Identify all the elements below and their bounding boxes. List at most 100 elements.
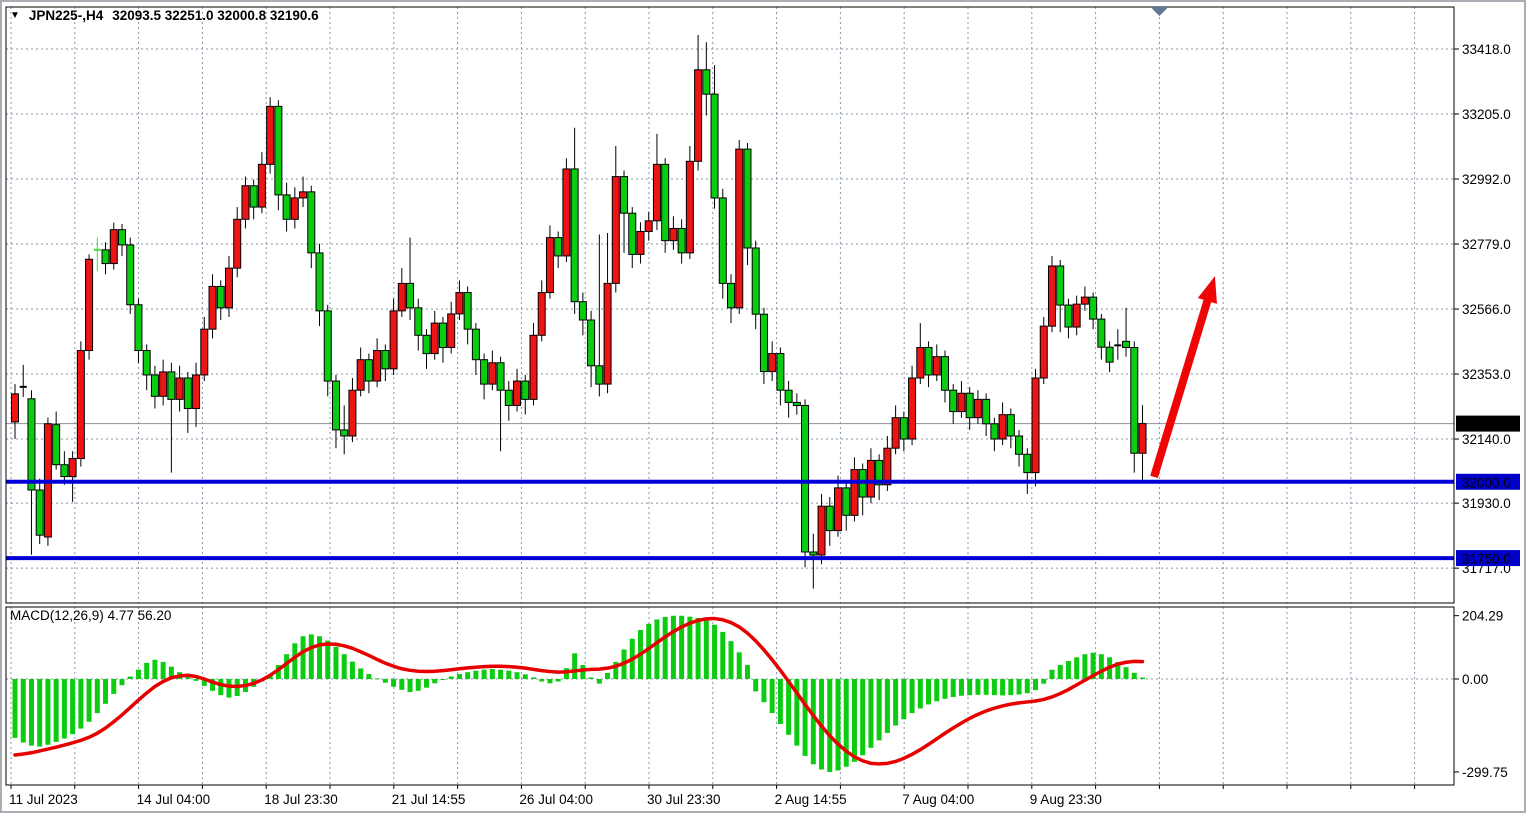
candle xyxy=(858,463,867,516)
candle xyxy=(35,478,44,545)
candle xyxy=(224,255,233,317)
candle xyxy=(1114,329,1122,360)
macd-histogram-bar xyxy=(522,674,528,679)
candle xyxy=(644,211,653,241)
candle xyxy=(257,152,266,214)
macd-histogram-bar xyxy=(1065,661,1071,679)
candle xyxy=(389,298,398,375)
candle xyxy=(93,237,101,272)
macd-histogram-bar xyxy=(736,652,742,679)
candle xyxy=(710,65,719,209)
candle xyxy=(101,242,110,275)
macd-histogram-bar xyxy=(218,679,224,696)
candle xyxy=(521,374,530,415)
time-axis-label: 26 Jul 04:00 xyxy=(519,792,593,807)
macd-histogram-bar xyxy=(1049,669,1055,679)
macd-histogram-bar xyxy=(374,678,380,680)
macd-histogram-bar xyxy=(654,619,660,679)
candle xyxy=(315,243,324,327)
macd-histogram-bar xyxy=(712,624,718,679)
symbol-dropdown-icon[interactable]: ▼ xyxy=(10,10,20,21)
macd-histogram-bar xyxy=(506,670,512,679)
macd-histogram-bar xyxy=(580,665,586,679)
level-price-badge xyxy=(1456,473,1520,490)
candle xyxy=(603,233,612,394)
level-price-badge xyxy=(1456,550,1520,567)
price-axis[interactable]: 33418.0 33205.0 32992.0 32779.0 32566.0 32353… xyxy=(1454,42,1520,780)
candle xyxy=(562,158,571,263)
time-axis-label: 2 Aug 14:55 xyxy=(775,792,847,807)
candle xyxy=(702,42,711,116)
macd-histogram-bar xyxy=(308,634,314,679)
macd-histogram-bar xyxy=(94,679,100,714)
time-axis[interactable]: 11 Jul 2023 14 Jul 04:00 18 Jul 23:30 21 Ju… xyxy=(9,785,1416,807)
candle xyxy=(282,182,291,232)
macd-histogram-bar xyxy=(160,661,166,679)
candle xyxy=(52,411,61,470)
up-arrow-annotation[interactable] xyxy=(1150,276,1217,479)
macd-indicator xyxy=(12,615,1146,772)
candle xyxy=(595,234,604,397)
macd-histogram-bar xyxy=(983,679,989,695)
macd-histogram-bar xyxy=(448,676,454,679)
candle xyxy=(743,143,752,266)
candle xyxy=(159,359,168,406)
macd-histogram-bar xyxy=(1115,661,1121,679)
candle xyxy=(364,353,373,394)
candle xyxy=(381,344,390,382)
macd-histogram-bar xyxy=(481,669,487,679)
macd-histogram-bar xyxy=(185,676,191,679)
support-lines[interactable] xyxy=(6,479,1454,561)
macd-histogram-bar xyxy=(284,654,290,679)
candle xyxy=(652,133,661,230)
candle xyxy=(340,405,349,455)
candle xyxy=(216,280,225,321)
macd-histogram-bar xyxy=(958,679,964,696)
macd-histogram-bar xyxy=(45,679,51,745)
candle xyxy=(735,139,744,314)
candle xyxy=(76,341,85,467)
price-badge-text: 31750.0 xyxy=(1462,552,1511,567)
candle xyxy=(167,362,176,473)
candle xyxy=(817,493,826,565)
macd-histogram-bar xyxy=(70,679,76,735)
macd-histogram-bar xyxy=(391,679,397,687)
candle xyxy=(611,146,620,293)
macd-histogram-bar xyxy=(168,666,174,679)
macd-axis-label: 0.00 xyxy=(1462,672,1488,687)
candle xyxy=(134,298,143,363)
candle xyxy=(842,481,851,531)
candle xyxy=(422,329,431,369)
candle xyxy=(809,533,818,589)
candle xyxy=(1031,368,1040,487)
candle xyxy=(1089,292,1098,330)
macd-histogram-bar xyxy=(1098,654,1104,679)
candle xyxy=(142,344,151,391)
candle xyxy=(323,304,332,397)
price-axis-label: 32566.0 xyxy=(1462,302,1511,317)
macd-histogram-bar xyxy=(349,661,355,679)
candle xyxy=(685,146,694,259)
macd-histogram-bar xyxy=(893,679,899,726)
candle xyxy=(438,316,447,363)
candle xyxy=(628,207,637,269)
price-axis-label: 32992.0 xyxy=(1462,172,1511,187)
macd-histogram-bar xyxy=(1000,679,1006,696)
macd-histogram-bar xyxy=(275,665,281,679)
macd-histogram-bar xyxy=(432,679,438,684)
candle xyxy=(578,292,587,336)
candle xyxy=(1122,307,1131,357)
candle xyxy=(1015,429,1024,467)
candle xyxy=(126,237,135,314)
macd-histogram-bar xyxy=(1131,672,1137,679)
candle xyxy=(677,219,686,264)
macd-histogram-bar xyxy=(201,679,207,686)
candle xyxy=(233,207,242,278)
chart-shift-marker-icon[interactable] xyxy=(1150,7,1169,16)
candle xyxy=(537,280,546,342)
macd-histogram-bar xyxy=(61,679,67,739)
macd-histogram-bar xyxy=(588,677,594,679)
macd-histogram-bar xyxy=(210,679,216,691)
macd-histogram-bar xyxy=(440,679,446,680)
